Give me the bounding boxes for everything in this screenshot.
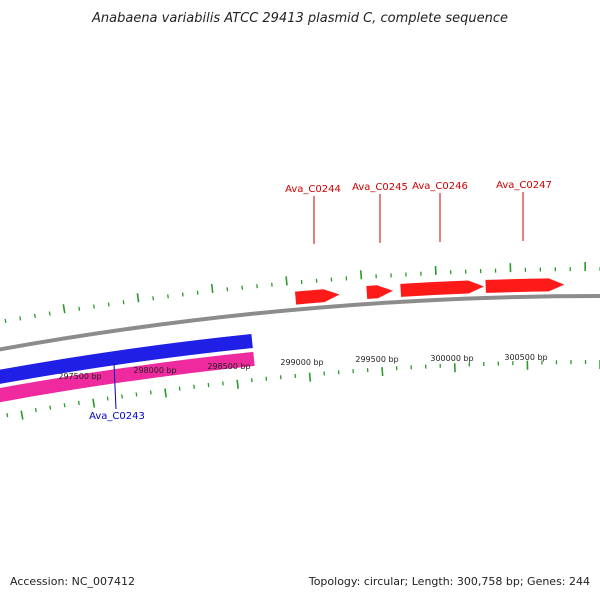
reverse-gene-callouts: Ava_C0243	[89, 363, 145, 422]
minor-tick	[178, 386, 181, 391]
minor-tick	[34, 407, 37, 413]
minor-tick	[106, 396, 109, 401]
minor-tick	[167, 294, 169, 299]
minor-tick	[122, 300, 125, 305]
genome-backbone	[0, 294, 600, 352]
minor-tick	[77, 400, 80, 406]
gene-ava-c0243-blue-feature[interactable]	[0, 334, 253, 392]
major-tick	[210, 283, 214, 294]
scale-label: 299500 bp	[355, 355, 398, 364]
scale-label: 299000 bp	[280, 358, 323, 367]
minor-tick	[152, 296, 155, 301]
major-tick	[308, 372, 312, 382]
inner-tick-track	[6, 359, 600, 420]
accession-text: Accession: NC_007412	[10, 575, 135, 588]
minor-tick	[121, 394, 123, 399]
major-tick	[20, 410, 24, 420]
outer-tick-track	[4, 262, 600, 324]
minor-tick	[78, 306, 81, 311]
map-title: Anabaena variabilis ATCC 29413 plasmid C…	[91, 11, 508, 26]
major-tick	[381, 367, 384, 377]
minor-tick	[49, 405, 52, 410]
gene-label-ava-c0244[interactable]: Ava_C0244	[285, 184, 341, 195]
gene-ava-c0243-pink-feature[interactable]	[0, 351, 255, 410]
minor-tick	[6, 413, 9, 418]
gene-ava-c0244-arrow[interactable]	[294, 289, 340, 305]
minor-tick	[19, 316, 22, 321]
minor-tick	[63, 403, 66, 408]
scale-label: 298500 bp	[207, 362, 250, 371]
minor-tick	[4, 318, 7, 324]
minor-tick	[48, 311, 51, 316]
reverse-strand-features	[0, 334, 255, 410]
major-tick	[164, 388, 167, 398]
minor-tick	[149, 390, 152, 395]
gene-label-ava-c0245[interactable]: Ava_C0245	[352, 182, 408, 193]
gene-ava-c0245-arrow[interactable]	[366, 285, 393, 299]
scale-label: 298000 bp	[133, 366, 176, 375]
major-tick	[285, 276, 288, 286]
scale-label: 297500 bp	[58, 372, 101, 381]
minor-tick	[107, 302, 110, 307]
scale-label: 300000 bp	[430, 354, 473, 363]
major-tick	[359, 270, 363, 280]
major-tick	[92, 398, 96, 408]
genome-summary-text: Topology: circular; Length: 300,758 bp; …	[308, 575, 590, 588]
forward-strand-features	[294, 278, 565, 305]
scale-labels: 297500 bp 298000 bp 298500 bp 299000 bp …	[58, 353, 547, 381]
major-tick	[136, 293, 140, 303]
minor-tick	[33, 313, 36, 318]
minor-tick	[135, 392, 138, 397]
major-tick	[236, 379, 239, 389]
gene-label-ava-c0246[interactable]: Ava_C0246	[412, 181, 468, 192]
major-tick	[62, 304, 66, 314]
forward-gene-callouts: Ava_C0244 Ava_C0245 Ava_C0246 Ava_C0247	[285, 180, 552, 244]
minor-tick	[93, 304, 95, 309]
gene-ava-c0246-arrow[interactable]	[400, 280, 484, 297]
gene-ava-c0247-arrow[interactable]	[485, 278, 565, 293]
gene-label-ava-c0247[interactable]: Ava_C0247	[496, 180, 552, 191]
gene-callout-line	[113, 363, 117, 410]
gene-label-ava-c0243[interactable]: Ava_C0243	[89, 411, 145, 422]
scale-label: 300500 bp	[504, 353, 547, 362]
